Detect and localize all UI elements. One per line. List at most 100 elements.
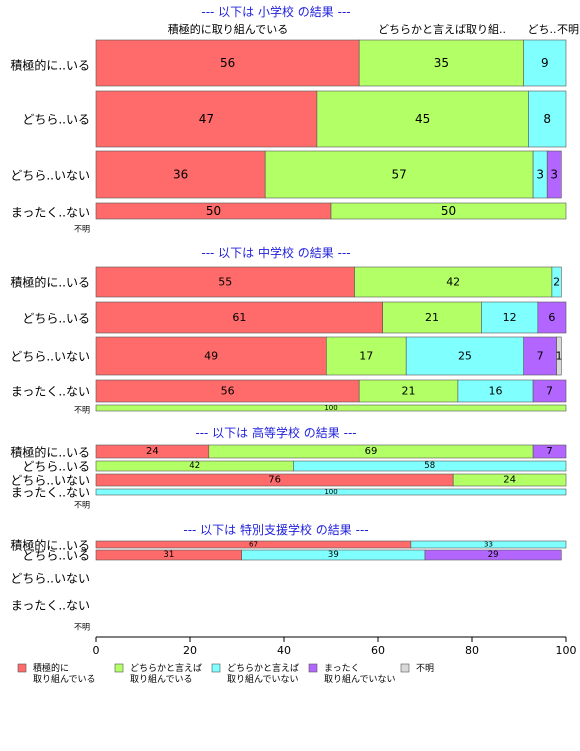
- bar-segment: [95, 301, 384, 334]
- category-label: まったく..ない: [11, 206, 90, 220]
- bar-value-label: 1: [555, 350, 562, 363]
- bar-value-label: 33: [484, 541, 493, 549]
- bar-segment: [95, 39, 360, 87]
- bar-value-label: 100: [324, 404, 337, 412]
- bar-segment: [532, 379, 567, 403]
- bar-value-label: 50: [206, 204, 221, 218]
- legend-swatch: [211, 663, 221, 673]
- category-label: まったく..ない: [11, 599, 90, 613]
- bar-segment: [424, 549, 562, 561]
- bar-value-label: 67: [249, 541, 258, 549]
- bar-value-label: 9: [541, 56, 549, 70]
- bar-value-label: 8: [543, 112, 551, 126]
- bar-value-label: 55: [218, 276, 232, 289]
- bar-value-label: 29: [488, 550, 499, 560]
- legend-label: まったく取り組んでいない: [324, 663, 396, 685]
- category-label: まったく..ない: [11, 486, 90, 500]
- bar-segment: [95, 336, 327, 376]
- bar-segment: [293, 460, 567, 472]
- bar-value-label: 50: [441, 204, 456, 218]
- bar-value-label: 21: [425, 311, 439, 324]
- bar-value-label: 56: [220, 56, 235, 70]
- bar-value-label: 7: [546, 385, 553, 398]
- panel-title: --- 以下は 小学校 の結果 ---: [201, 4, 350, 19]
- x-tick-label: 0: [93, 644, 100, 657]
- bar-segment: [523, 336, 557, 376]
- bar-segment: [354, 266, 553, 298]
- bar-value-label: 31: [163, 550, 174, 560]
- category-label: どちら..いる: [22, 460, 90, 474]
- category-label: どちら..いない: [10, 169, 90, 183]
- bar-segment: [537, 301, 567, 334]
- bar-value-label: 6: [548, 311, 555, 324]
- bar-segment: [325, 336, 407, 376]
- bar-segment: [556, 336, 562, 376]
- category-label-unknown: 不明: [74, 225, 90, 234]
- bar-segment: [410, 540, 567, 549]
- bar-value-label: 12: [503, 311, 517, 324]
- bar-value-label: 100: [324, 488, 337, 496]
- bar-value-label: 47: [199, 112, 214, 126]
- category-label: 積極的に..いる: [10, 275, 90, 290]
- category-label: どちら..いる: [22, 312, 90, 326]
- bar-value-label: 7: [537, 350, 544, 363]
- legend-swatch: [17, 663, 27, 673]
- bar-value-label: 56: [221, 385, 235, 398]
- category-label-unknown: 不明: [74, 501, 90, 510]
- bar-value-label: 45: [415, 112, 430, 126]
- legend-label: どちらかと言えば取り組んでいない: [227, 662, 299, 685]
- bar-value-label: 3: [550, 168, 558, 182]
- category-label: まったく..ない: [11, 385, 90, 399]
- category-label: どちら..いる: [22, 549, 90, 563]
- bar-value-label: 49: [204, 350, 218, 363]
- bar-segment: [95, 266, 355, 298]
- bar-segment: [95, 404, 567, 412]
- bar-value-label: 3: [536, 168, 544, 182]
- bar-segment: [95, 488, 567, 496]
- bar-segment: [528, 90, 567, 148]
- x-tick-label: 80: [465, 644, 479, 657]
- header-label: どちらかと言えば取り組..: [378, 23, 506, 36]
- category-label-unknown: 不明: [74, 623, 90, 632]
- category-label: どちら..いない: [10, 350, 90, 364]
- x-tick-label: 40: [277, 644, 291, 657]
- bar-segment: [95, 150, 266, 199]
- bar-value-label: 57: [392, 168, 407, 182]
- bar-segment: [546, 150, 562, 199]
- bar-segment: [532, 444, 567, 459]
- bar-segment: [452, 473, 567, 487]
- category-label: どちら..いる: [22, 113, 90, 127]
- bar-segment: [264, 150, 534, 199]
- bar-value-label: 16: [489, 385, 503, 398]
- bar-value-label: 7: [546, 446, 552, 457]
- bar-value-label: 42: [446, 276, 460, 289]
- category-label: 積極的に..いる: [10, 445, 90, 460]
- legend-swatch: [114, 663, 124, 673]
- x-tick-label: 60: [371, 644, 385, 657]
- bar-value-label: 25: [458, 350, 472, 363]
- category-label: どちら..いない: [10, 474, 90, 488]
- category-label-unknown: 不明: [74, 406, 90, 415]
- bar-value-label: 42: [189, 461, 200, 471]
- panel-title: --- 以下は 高等学校 の結果 ---: [195, 425, 356, 440]
- legend-swatch: [400, 663, 410, 673]
- x-tick-label: 100: [556, 644, 577, 657]
- bar-segment: [551, 266, 562, 298]
- header-label: どち..: [528, 23, 557, 36]
- bar-value-label: 58: [424, 461, 435, 471]
- bar-value-label: 24: [503, 475, 516, 486]
- bar-value-label: 17: [359, 350, 373, 363]
- bar-value-label: 24: [146, 446, 159, 457]
- x-tick-label: 20: [183, 644, 197, 657]
- header-label: 不明: [557, 23, 579, 36]
- category-label: どちら..いない: [10, 572, 90, 586]
- bar-segment: [316, 90, 529, 148]
- panel-title: --- 以下は 中学校 の結果 ---: [201, 245, 350, 260]
- category-label: 積極的に..いる: [10, 58, 90, 73]
- bar-segment: [523, 39, 567, 87]
- bar-value-label: 21: [402, 385, 416, 398]
- bar-value-label: 36: [173, 168, 188, 182]
- bar-value-label: 61: [232, 311, 246, 324]
